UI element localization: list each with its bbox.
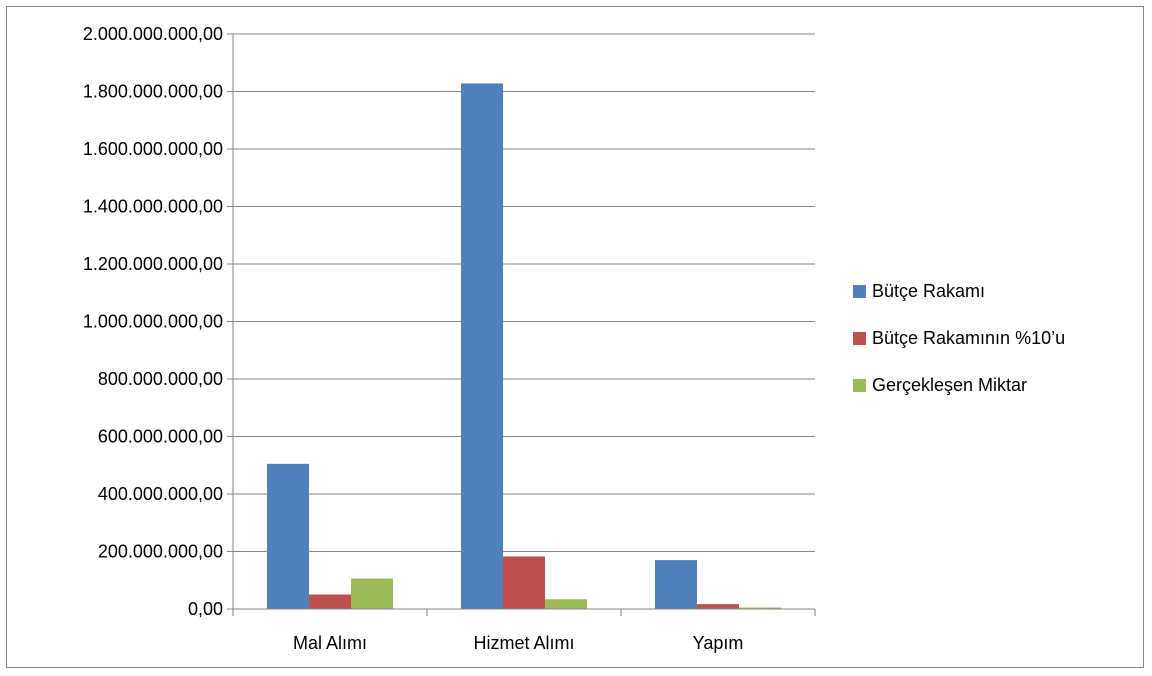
y-tick-label: 400.000.000,00 [98,484,223,504]
chart-frame: 0,00 200.000.000,00 400.000.000,00 600.000.… [6,6,1144,668]
legend-label: Gerçekleşen Miktar [872,375,1027,395]
bar [461,83,503,609]
bar [503,556,545,609]
x-category-label: Hizmet Alımı [473,633,574,653]
y-tick-label: 2.000.000.000,00 [83,24,223,44]
y-tick-label: 800.000.000,00 [98,369,223,389]
bar [545,599,587,609]
y-tick-label: 600.000.000,00 [98,427,223,447]
x-axis-category-labels: Mal Alımı Hizmet Alımı Yapım [293,633,743,653]
bar [739,607,781,609]
y-tick-label: 200.000.000,00 [98,542,223,562]
gridlines [227,33,815,610]
y-tick-label: 1.600.000.000,00 [83,139,223,159]
legend-label: Bütçe Rakamı [872,281,985,301]
legend-swatch [853,379,866,392]
bars [267,83,781,609]
bar [351,578,393,609]
legend-swatch [853,332,866,345]
y-tick-label: 1.200.000.000,00 [83,254,223,274]
y-axis-tick-labels: 0,00 200.000.000,00 400.000.000,00 600.000.… [83,24,223,619]
bar-chart: 0,00 200.000.000,00 400.000.000,00 600.000.… [83,24,1065,653]
axes [232,34,816,616]
bar [267,463,309,609]
legend-label: Bütçe Rakamının %10’u [872,328,1065,348]
y-tick-label: 1.400.000.000,00 [83,197,223,217]
x-category-label: Mal Alımı [293,633,367,653]
y-tick-label: 1.800.000.000,00 [83,82,223,102]
bar [655,560,697,609]
bar [697,604,739,609]
y-tick-label: 1.000.000.000,00 [83,312,223,332]
bar [309,594,351,609]
y-tick-label: 0,00 [188,599,223,619]
legend: Bütçe Rakamı Bütçe Rakamının %10’u Gerçekl… [853,281,1065,395]
x-category-label: Yapım [693,633,744,653]
legend-swatch [853,285,866,298]
